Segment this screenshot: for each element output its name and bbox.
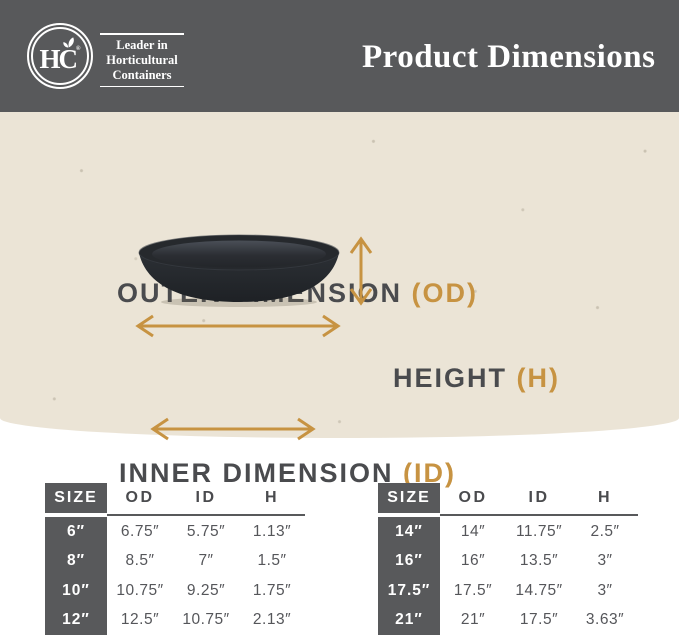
table-cell: 14″: [460, 522, 486, 540]
table-cell: 3″: [597, 552, 613, 570]
tagline-line: Containers: [112, 67, 172, 82]
tagline-line: Leader in: [116, 37, 168, 52]
table-cell: 17.5″: [519, 611, 559, 629]
page-title: Product Dimensions: [362, 39, 656, 75]
col-header-h: H: [264, 489, 280, 506]
table-cell-size: 21″: [378, 605, 440, 635]
leaf-icon: [62, 35, 75, 53]
size-table-left: SIZE OD ID H 6″ 6.75″ 5.75″ 1.13″ 8″ 8.5…: [45, 483, 305, 635]
table-cell-size: 14″: [378, 517, 440, 547]
table-cell: 8.5″: [125, 552, 155, 570]
tagline-line: Horticultural: [106, 52, 178, 67]
table-cell-size: 12″: [45, 605, 107, 635]
table-cell: 1.75″: [252, 581, 292, 599]
table-cell: 10.75″: [182, 611, 230, 629]
outer-dimension-abbr: (OD): [411, 278, 479, 308]
saucer-image: [133, 232, 345, 315]
table-cell: 3.63″: [585, 611, 625, 629]
table-cell: 3″: [597, 581, 613, 599]
height-label: HEIGHT (H): [393, 363, 560, 394]
table-cell: 7″: [198, 552, 214, 570]
table-cell: 10.75″: [116, 581, 164, 599]
table-cell: 14.75″: [515, 581, 563, 599]
table-cell-size: 10″: [45, 576, 107, 606]
table-cell: 1.5″: [257, 552, 287, 570]
table-cell-size: 6″: [45, 517, 107, 547]
col-header-size: SIZE: [45, 483, 107, 513]
brand-logo: HC®: [27, 23, 93, 89]
table-cell: 17.5″: [453, 581, 493, 599]
table-cell: 21″: [460, 611, 486, 629]
header-rule: [440, 514, 638, 516]
inner-dimension-arrow-icon: [147, 416, 319, 447]
header-rule: [107, 514, 305, 516]
outer-dimension-arrow-icon: [132, 313, 344, 344]
height-text: HEIGHT: [393, 363, 508, 393]
diagram-panel: OUTER DIMENSION (OD): [0, 112, 679, 488]
brand-logo-ring: HC®: [31, 27, 89, 85]
col-header-id: ID: [195, 489, 217, 506]
table-cell: 9.25″: [186, 581, 226, 599]
height-abbr: (H): [516, 363, 561, 393]
inner-dimension-text: INNER DIMENSION: [119, 458, 394, 488]
table-cell-size: 17.5″: [378, 576, 440, 606]
table-cell: 13.5″: [519, 552, 559, 570]
col-header-od: OD: [125, 489, 155, 506]
table-cell: 1.13″: [252, 522, 292, 540]
table-cell: 2.5″: [590, 522, 620, 540]
size-table-right: SIZE OD ID H 14″ 14″ 11.75″ 2.5″ 16″ 16″…: [378, 483, 638, 635]
col-header-id: ID: [528, 489, 550, 506]
table-cell: 2.13″: [252, 611, 292, 629]
height-arrow-icon: [348, 233, 374, 314]
brand-tagline: Leader in Horticultural Containers: [100, 30, 184, 90]
table-cell: 16″: [460, 552, 486, 570]
table-cell-size: 16″: [378, 546, 440, 576]
table-cell: 12.5″: [120, 611, 160, 629]
table-cell: 6.75″: [120, 522, 160, 540]
col-header-od: OD: [458, 489, 488, 506]
col-header-h: H: [597, 489, 613, 506]
tagline-rule-bottom: [100, 85, 184, 87]
table-cell-size: 8″: [45, 546, 107, 576]
col-header-size: SIZE: [378, 483, 440, 513]
table-cell: 5.75″: [186, 522, 226, 540]
tagline-rule-top: [100, 33, 184, 35]
header-bar: HC® Leader in Horticultural Containers P…: [0, 0, 679, 112]
registered-mark: ®: [76, 45, 81, 52]
logo-monogram: HC®: [39, 43, 81, 74]
table-cell: 11.75″: [515, 522, 563, 540]
